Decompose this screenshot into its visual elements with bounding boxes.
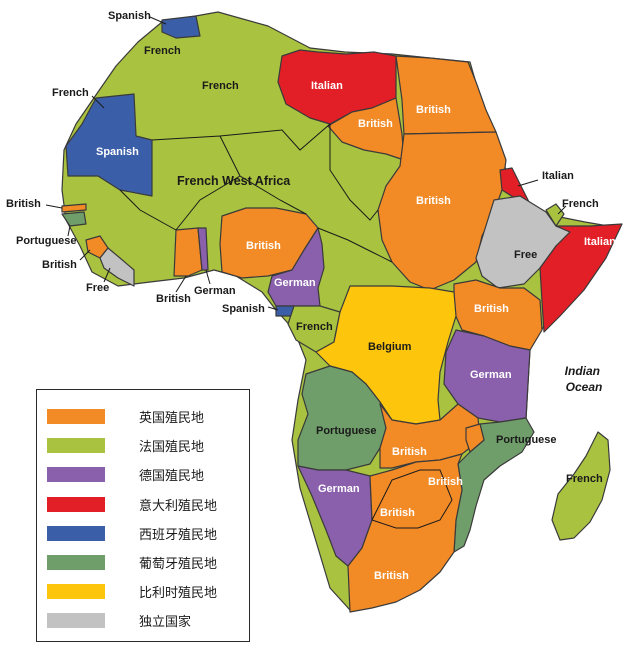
legend-item-german: 德国殖民地 bbox=[47, 464, 204, 484]
legend-swatch-belgian bbox=[47, 583, 105, 599]
region-british-gold-coast bbox=[173, 227, 203, 277]
label-french-west-africa: French West Africa bbox=[177, 174, 291, 188]
leader-french-somaliland bbox=[557, 205, 567, 215]
label-free-liberia: Free bbox=[86, 282, 109, 294]
label-german-togo: German bbox=[194, 285, 236, 297]
legend-label-free: 独立国家 bbox=[139, 614, 192, 630]
leader-british-sierra bbox=[79, 249, 91, 261]
label-indian-ocean: Indian Ocean bbox=[565, 364, 604, 394]
label-french-madagascar: French bbox=[566, 473, 603, 485]
legend-item-belgian: 比利时殖民地 bbox=[47, 581, 217, 601]
label-french-morocco: French bbox=[144, 45, 181, 57]
legend-swatch-british bbox=[47, 408, 105, 424]
label-british-rhodesia: British bbox=[392, 446, 427, 458]
label-british-gold-coast: British bbox=[156, 293, 191, 305]
label-british-nigeria: British bbox=[246, 240, 281, 252]
region-british-nyasaland bbox=[465, 423, 485, 453]
label-french-congo: French bbox=[296, 321, 333, 333]
label-portuguese-mozambique: Portuguese bbox=[496, 434, 557, 446]
label-french-left: French bbox=[52, 87, 89, 99]
label-british-sudan: British bbox=[416, 195, 451, 207]
label-german-cameroon: German bbox=[274, 277, 316, 289]
legend-item-free: 独立国家 bbox=[47, 610, 191, 630]
label-italian-eritrea: Italian bbox=[542, 170, 574, 182]
region-british-east-africa bbox=[453, 279, 543, 351]
legend-swatch-portuguese bbox=[47, 554, 105, 570]
label-french-algeria: French bbox=[202, 80, 239, 92]
region-portuguese-angola bbox=[297, 365, 387, 471]
legend-label-italian: 意大利殖民地 bbox=[139, 498, 218, 514]
leader-spanish-guinea bbox=[267, 306, 279, 311]
leader-german-togo bbox=[205, 269, 211, 285]
leader-italian-eritrea bbox=[517, 179, 539, 187]
region-british-south bbox=[347, 453, 463, 613]
label-british-nyasaland: British bbox=[428, 476, 463, 488]
leader-british-gold bbox=[175, 275, 187, 293]
label-portuguese-guinea: Portuguese bbox=[16, 235, 77, 247]
region-german-togo bbox=[197, 227, 209, 271]
legend-label-british: 英国殖民地 bbox=[139, 410, 205, 426]
region-french-somaliland bbox=[545, 203, 565, 227]
border-bechuanaland bbox=[371, 469, 453, 529]
label-german-east-africa: German bbox=[470, 369, 512, 381]
label-british-east-africa: British bbox=[474, 303, 509, 315]
leader-british-gambia bbox=[45, 204, 63, 209]
region-portuguese-guinea bbox=[61, 211, 87, 227]
legend-swatch-spanish bbox=[47, 525, 105, 541]
legend-swatch-french bbox=[47, 437, 105, 453]
label-spanish-top: Spanish bbox=[108, 10, 151, 22]
legend-item-italian: 意大利殖民地 bbox=[47, 494, 217, 514]
region-british-egypt bbox=[395, 55, 497, 135]
label-belgium-congo: Belgium bbox=[368, 341, 412, 353]
label-french-somaliland: French bbox=[562, 198, 599, 210]
region-french-madagascar bbox=[551, 431, 611, 541]
label-british-sierra-leone: British bbox=[42, 259, 77, 271]
region-free-liberia bbox=[99, 247, 135, 287]
region-italian-somalia bbox=[539, 223, 623, 333]
ocean-line-2: Ocean bbox=[566, 380, 603, 394]
legend-label-portuguese: 葡萄牙殖民地 bbox=[139, 556, 218, 572]
label-british-egypt: British bbox=[416, 104, 451, 116]
ocean-line-1: Indian bbox=[565, 364, 600, 378]
legend-item-portuguese: 葡萄牙殖民地 bbox=[47, 552, 217, 572]
legend-label-belgian: 比利时殖民地 bbox=[139, 585, 218, 601]
legend-item-spanish: 西班牙殖民地 bbox=[47, 523, 217, 543]
legend-item-french: 法国殖民地 bbox=[47, 435, 204, 455]
label-british-south-africa: British bbox=[374, 570, 409, 582]
legend-label-german: 德国殖民地 bbox=[139, 468, 205, 484]
label-italian-libya: Italian bbox=[311, 80, 343, 92]
label-spanish-guinea: Spanish bbox=[222, 303, 265, 315]
region-british-gambia bbox=[61, 203, 87, 213]
label-german-sw-africa: German bbox=[318, 483, 360, 495]
border-french-internal bbox=[119, 123, 393, 263]
label-portuguese-angola: Portuguese bbox=[316, 425, 377, 437]
leader-french-left bbox=[91, 95, 105, 109]
label-british-gambia: British bbox=[6, 198, 41, 210]
label-spanish-sahara: Spanish bbox=[96, 146, 139, 158]
map-legend: 英国殖民地 法国殖民地 德国殖民地 意大利殖民地 西班牙殖民地 葡萄牙殖民地 比… bbox=[36, 389, 250, 642]
legend-label-spanish: 西班牙殖民地 bbox=[139, 527, 218, 543]
label-free-ethiopia: Free bbox=[514, 249, 537, 261]
label-british-bechuanaland: British bbox=[380, 507, 415, 519]
label-british-libya-se: British bbox=[358, 118, 393, 130]
legend-swatch-german bbox=[47, 466, 105, 482]
label-italian-somalia: Italian bbox=[584, 236, 616, 248]
legend-item-british: 英国殖民地 bbox=[47, 406, 204, 426]
leader-portuguese-guinea bbox=[67, 225, 71, 237]
leader-spanish-top bbox=[149, 16, 167, 25]
region-spanish-morocco bbox=[161, 15, 201, 39]
leader-free-liberia bbox=[103, 267, 111, 283]
legend-swatch-italian bbox=[47, 496, 105, 512]
legend-label-french: 法国殖民地 bbox=[139, 439, 205, 455]
legend-swatch-free bbox=[47, 612, 105, 628]
